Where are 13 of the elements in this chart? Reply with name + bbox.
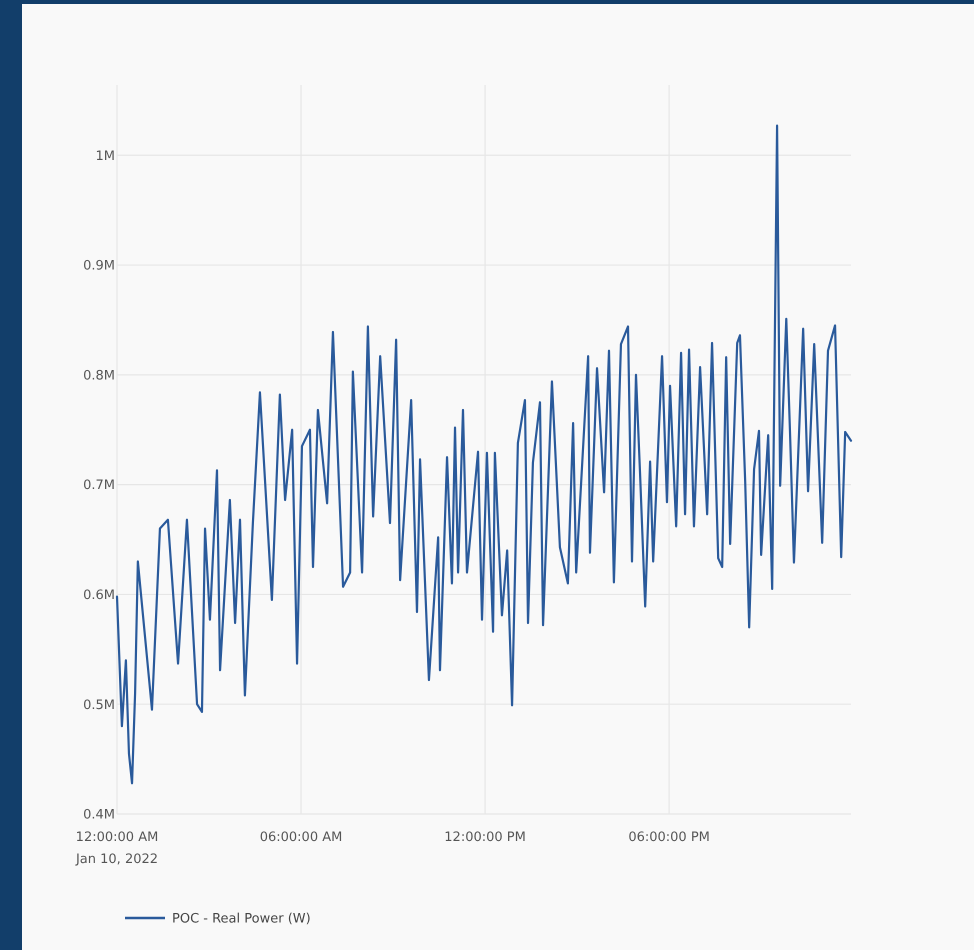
legend-label: POC - Real Power (W): [172, 912, 311, 927]
y-tick-label: 0.7M: [83, 478, 115, 494]
y-tick-label: 0.8M: [83, 368, 115, 384]
x-tick-label: 06:00:00 AM: [260, 830, 342, 845]
y-tick-label: 1M: [96, 148, 115, 164]
y-tick-label: 0.6M: [83, 588, 115, 603]
x-tick-label: 12:00:00 PM: [444, 830, 526, 845]
x-tick-label: 12:00:00 AM Jan 10, 2022: [74, 830, 158, 867]
y-tick-label: 0.4M: [83, 808, 115, 823]
y-tick-label: 0.9M: [83, 258, 115, 274]
y-tick-label: 0.5M: [83, 698, 115, 713]
line-series: [116, 124, 852, 784]
x-tick-label: 06:00:00 PM: [628, 830, 710, 845]
